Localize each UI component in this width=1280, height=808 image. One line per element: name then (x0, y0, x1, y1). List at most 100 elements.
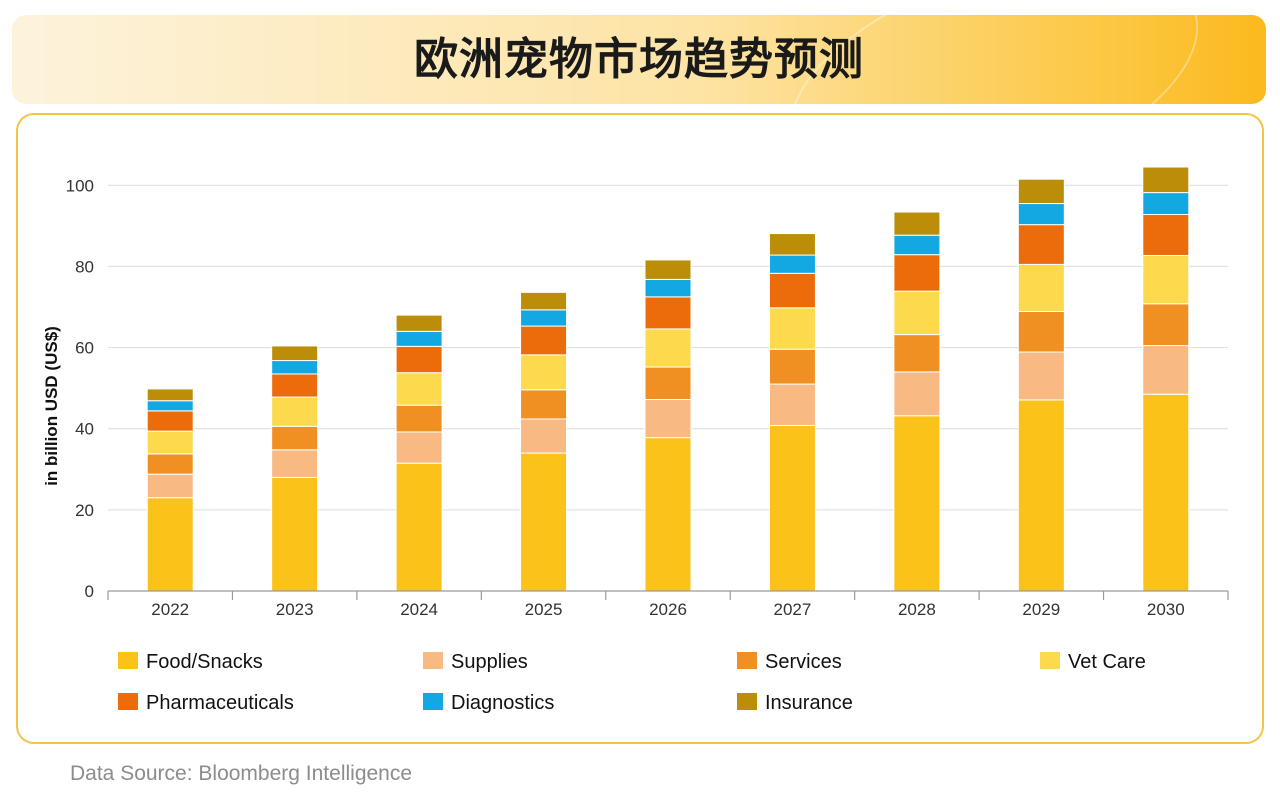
legend-label: Services (765, 651, 842, 673)
legend-swatch (737, 693, 757, 710)
x-tick-label: 2026 (649, 600, 687, 619)
x-tick-label: 2030 (1147, 600, 1185, 619)
bar-segment (271, 373, 319, 398)
bar-segment (1142, 254, 1190, 305)
bar-segment (395, 431, 443, 464)
legend-swatch (118, 693, 138, 710)
legend-label: Supplies (451, 651, 528, 673)
bar-segment (395, 372, 443, 406)
bar-segment (1017, 351, 1065, 401)
x-tick-label: 2028 (898, 600, 936, 619)
bar-segment (768, 424, 816, 592)
y-tick-label: 0 (85, 582, 94, 601)
page-title: 欧洲宠物市场趋势预测 (414, 34, 864, 85)
bar-segment (146, 400, 194, 412)
bar-segment (520, 389, 568, 420)
bar-segment (893, 254, 941, 292)
bar-segment (271, 360, 319, 375)
bar-segment (1142, 192, 1190, 215)
bar-segment (271, 345, 319, 362)
bar-segment (395, 462, 443, 592)
bar-segment (644, 437, 692, 592)
bar-segment (768, 254, 816, 274)
bar-segment (893, 371, 941, 417)
y-tick-label: 80 (75, 257, 94, 276)
bar-segment (644, 259, 692, 280)
bar-segment (395, 330, 443, 347)
x-tick-label: 2022 (151, 600, 189, 619)
bar-segment (1142, 213, 1190, 256)
bar-segment (893, 415, 941, 592)
bar-segment (893, 334, 941, 373)
x-tick-label: 2023 (276, 600, 314, 619)
bar-segment (1017, 310, 1065, 353)
bar-segment (146, 388, 194, 402)
y-tick-label: 20 (75, 501, 94, 520)
bar-segment (520, 325, 568, 356)
bar-segment (395, 345, 443, 374)
bar-segment (146, 410, 194, 432)
bar-segment (768, 307, 816, 350)
bar-segment (644, 399, 692, 439)
y-axis-label: in billion USD (US$) (42, 326, 61, 486)
bar-segment (146, 497, 194, 592)
bar-segment (768, 233, 816, 256)
bar-segment (893, 234, 941, 256)
bar-segment (644, 366, 692, 401)
bar-segment (644, 328, 692, 368)
bar-segment (520, 452, 568, 592)
bar-segment (1017, 203, 1065, 226)
legend-swatch (1040, 652, 1060, 669)
legend-label: Pharmaceuticals (146, 692, 294, 714)
bar-segment (271, 476, 319, 592)
bar-segment (271, 396, 319, 427)
bar-segment (1142, 345, 1190, 395)
x-tick-label: 2029 (1022, 600, 1060, 619)
bar-segment (893, 211, 941, 236)
bars (146, 166, 1190, 592)
bar-segment (1017, 178, 1065, 205)
y-tick-label: 40 (75, 420, 94, 439)
bar-segment (146, 453, 194, 475)
bar-segment (1017, 399, 1065, 592)
legend-swatch (423, 693, 443, 710)
bar-segment (1017, 263, 1065, 312)
legend-label: Diagnostics (451, 692, 554, 714)
legend: Food/Snacks Supplies Services Vet Care Pharm… (118, 651, 1146, 714)
bar-segment (1142, 166, 1190, 194)
bar-segment (644, 278, 692, 298)
y-tick-label: 100 (66, 176, 94, 195)
legend-swatch (423, 652, 443, 669)
bar-segment (768, 272, 816, 309)
bar-segment (1017, 224, 1065, 265)
y-tick-label: 60 (75, 339, 94, 358)
bar-segment (520, 291, 568, 311)
bar-segment (644, 296, 692, 330)
data-source-note: Data Source: Bloomberg Intelligence (70, 762, 413, 785)
bar-segment (395, 314, 443, 332)
bar-segment (395, 404, 443, 433)
bar-segment (520, 309, 568, 327)
legend-label: Food/Snacks (146, 651, 263, 673)
legend-label: Insurance (765, 692, 853, 714)
legend-swatch (737, 652, 757, 669)
bar-segment (520, 354, 568, 391)
bar-segment (768, 383, 816, 426)
x-tick-label: 2024 (400, 600, 438, 619)
axes: 0 20 40 60 80 100 in billion USD (US$) 2022 2023… (42, 176, 1229, 619)
title-banner: 欧洲宠物市场趋势预测 (12, 15, 1266, 104)
bar-segment (520, 418, 568, 454)
bar-segment (146, 430, 194, 455)
bar-segment (768, 348, 816, 385)
legend-swatch (118, 652, 138, 669)
bar-segment (1142, 303, 1190, 347)
bar-segment (146, 473, 194, 499)
bar-segment (271, 425, 319, 451)
x-tick-label: 2027 (774, 600, 812, 619)
legend-label: Vet Care (1068, 651, 1146, 673)
bar-segment (271, 449, 319, 478)
bar-segment (1142, 393, 1190, 592)
bar-segment (893, 290, 941, 336)
x-tick-label: 2025 (525, 600, 563, 619)
